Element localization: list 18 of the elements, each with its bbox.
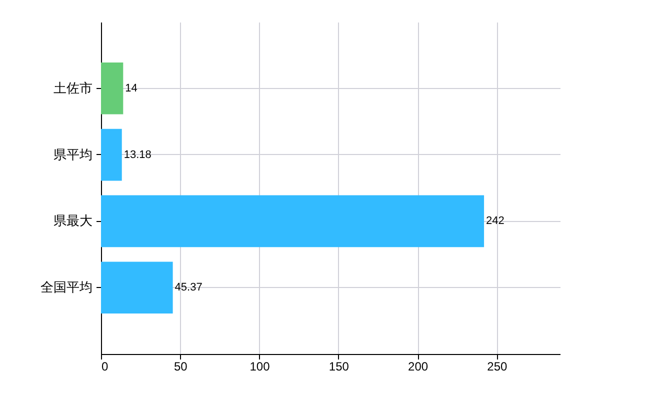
x-tick-label: 200: [408, 360, 428, 374]
x-tick-label: 0: [102, 360, 108, 374]
data-label: 13.18: [124, 148, 152, 161]
y-tick-label: 県平均: [54, 146, 92, 162]
y-tick-label: 県最大: [54, 213, 92, 228]
bar: [101, 62, 124, 114]
x-tick-label: 150: [328, 360, 350, 374]
bar: [101, 262, 173, 314]
y-tick-label: 土佐市: [54, 80, 92, 96]
y-tick-label: 全国平均: [40, 280, 92, 295]
x-tick-label: 250: [487, 360, 508, 374]
bar: [101, 128, 122, 181]
data-label: 14: [125, 82, 138, 94]
data-label: 242: [486, 215, 504, 228]
x-tick-label: 50: [174, 360, 188, 374]
bar: [101, 195, 484, 248]
data-label: 45.37: [174, 282, 202, 294]
x-tick-label: 100: [250, 360, 270, 374]
